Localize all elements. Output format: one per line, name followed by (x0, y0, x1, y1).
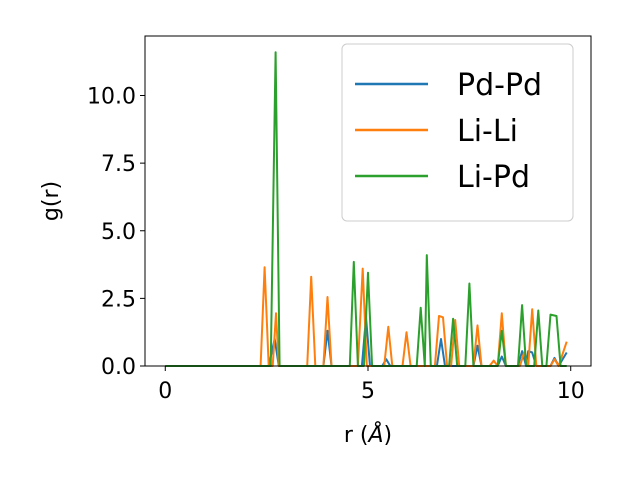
x-tick-label: 10 (557, 379, 585, 404)
y-tick-label: 5.0 (101, 220, 136, 245)
x-axis-label: r (Å) (344, 421, 392, 448)
series-line-1 (165, 266, 568, 367)
y-tick-label: 0.0 (101, 355, 136, 380)
y-tick-label: 2.5 (101, 287, 136, 312)
y-tick-label: 7.5 (101, 152, 136, 177)
legend: Pd-Pd Li-Li Li-Pd (341, 43, 574, 222)
y-axis: 0.0 2.5 5.0 7.5 10.0 (87, 85, 145, 380)
x-tick-label: 5 (361, 379, 375, 404)
y-axis-label: g(r) (39, 181, 64, 221)
legend-label-2: Li-Pd (457, 160, 530, 195)
legend-label-1: Li-Li (457, 114, 518, 149)
y-tick-label: 10.0 (87, 85, 136, 110)
legend-label-0: Pd-Pd (457, 68, 542, 103)
x-tick-label: 0 (158, 379, 172, 404)
x-axis: 0 5 10 (158, 366, 585, 404)
